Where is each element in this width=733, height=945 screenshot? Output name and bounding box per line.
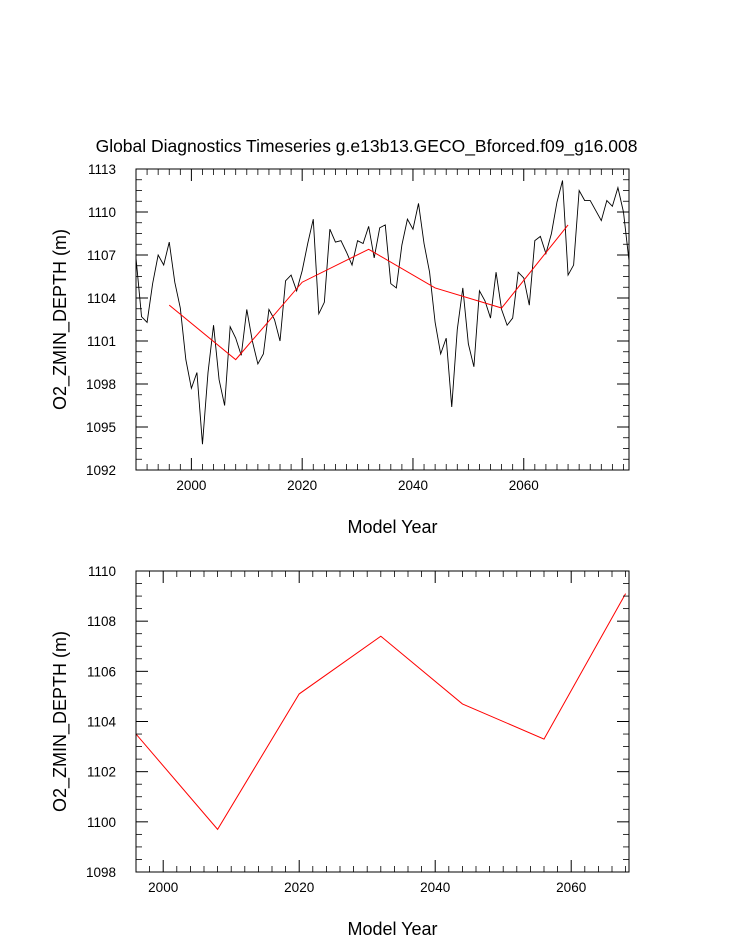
y-tick-label: 1101 (87, 334, 116, 349)
x-tick-label: 2000 (176, 478, 206, 493)
y-tick-label: 1113 (88, 162, 116, 177)
bottom-smoothed-panel: 2000 2020 2040 2060 1098 1100 1102 1104 1106 1108… (50, 564, 630, 939)
y-tick-label: 1104 (87, 715, 117, 730)
x-axis-label: Model Year (347, 919, 437, 939)
x-tick-label: 2000 (148, 880, 178, 895)
chart-title: Global Diagnostics Timeseries g.e13b13.G… (95, 136, 638, 156)
plot-frame (135, 570, 630, 873)
x-tick-label: 2040 (420, 880, 450, 895)
y-tick-label: 1108 (87, 614, 116, 629)
y-tick-label: 1107 (87, 248, 116, 263)
x-tick-label: 2060 (509, 478, 539, 493)
y-tick-label: 1110 (88, 205, 116, 220)
series-line-smoothed (136, 593, 627, 831)
x-tick-label: 2020 (287, 478, 317, 493)
y-tick-label: 1095 (86, 420, 116, 435)
y-axis-label: O2_ZMIN_DEPTH (m) (50, 631, 71, 812)
series-line-smoothed (168, 224, 569, 361)
y-tick-label: 1110 (88, 564, 116, 579)
x-tick-label: 2040 (398, 478, 428, 493)
x-tick-label: 2060 (556, 880, 586, 895)
chart-title-container: Global Diagnostics Timeseries g.e13b13.G… (0, 136, 733, 157)
x-tick-label: 2020 (284, 880, 314, 895)
y-tick-label: 1098 (86, 377, 116, 392)
y-tick-label: 1104 (87, 291, 117, 306)
y-tick-label: 1098 (86, 865, 116, 880)
x-axis-label: Model Year (347, 517, 437, 537)
top-timeseries-panel: 2000 2020 2040 2060 1092 1095 1098 1101 1104 1107… (50, 162, 630, 537)
y-axis-label: O2_ZMIN_DEPTH (m) (50, 229, 71, 410)
y-tick-label: 1100 (87, 815, 116, 830)
series-line-annual (136, 180, 629, 445)
y-tick-label: 1092 (86, 463, 116, 478)
y-tick-label: 1106 (87, 664, 116, 679)
y-tick-label: 1102 (87, 765, 116, 780)
